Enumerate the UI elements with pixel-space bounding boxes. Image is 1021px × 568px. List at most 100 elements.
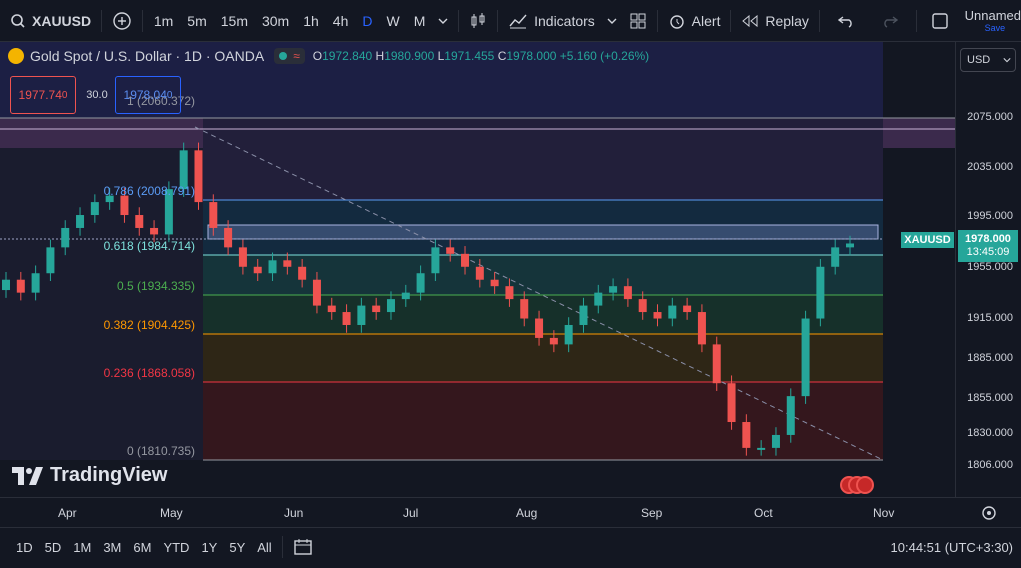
settings-button[interactable]	[980, 504, 998, 527]
interval-m[interactable]: M	[413, 12, 426, 29]
candle	[46, 247, 55, 274]
undo-button[interactable]	[824, 0, 868, 42]
candle	[505, 286, 514, 300]
candle	[327, 305, 336, 313]
price-tick: 2075.000	[967, 111, 1013, 123]
price-tick: 1806.000	[967, 459, 1013, 471]
chart-legend: Gold Spot / U.S. Dollar · 1D · OANDA ≈ O…	[8, 48, 649, 64]
time-tick: Aug	[516, 506, 538, 520]
divider	[656, 9, 658, 32]
candle	[150, 227, 159, 235]
buy-button[interactable]: 1978.04 0	[115, 76, 181, 114]
symbol-price-tag: XAUUSD	[901, 232, 954, 248]
indicators-label: Indicators	[534, 12, 595, 29]
layout-button[interactable]: Unnamed Save	[959, 0, 1021, 42]
candle	[771, 434, 780, 448]
us-flag-icon	[856, 476, 874, 494]
candle	[312, 279, 321, 306]
range-5y[interactable]: 5Y	[229, 539, 246, 555]
candle	[357, 305, 366, 325]
indicators-button[interactable]: Indicators	[502, 0, 601, 42]
trend-line	[194, 126, 884, 461]
range-1m[interactable]: 1M	[73, 539, 92, 555]
interval-4h[interactable]: 4h	[332, 12, 349, 29]
sell-button[interactable]: 1977.74 0	[10, 76, 76, 114]
fib-label: 0.382 (1904.425)	[103, 318, 195, 332]
economic-events[interactable]	[840, 476, 874, 494]
candle	[105, 195, 114, 203]
fib-label: 0.5 (1934.335)	[116, 279, 195, 293]
calendar-icon	[294, 539, 312, 555]
candle	[90, 202, 99, 216]
candle	[816, 266, 825, 319]
spread-value: 30.0	[86, 89, 108, 101]
goto-date-button[interactable]	[287, 526, 319, 568]
fib-label: 0.786 (2008.791)	[103, 184, 195, 198]
price-tick: 1915.000	[967, 312, 1013, 324]
fib-zone-top	[0, 42, 883, 118]
symbol-search[interactable]: XAUUSD	[0, 0, 97, 42]
range-1d[interactable]: 1D	[16, 539, 33, 555]
undo-icon	[837, 15, 852, 28]
candle	[268, 260, 277, 274]
alert-button[interactable]: Alert	[662, 0, 727, 42]
alarm-clock-icon	[669, 14, 684, 29]
interval-5m[interactable]: 5m	[187, 12, 207, 29]
divider	[281, 536, 283, 558]
candle	[490, 279, 499, 287]
replay-button[interactable]: Replay	[735, 0, 815, 42]
candle	[298, 266, 307, 280]
clock[interactable]: 10:44:51 (UTC+3:30)	[890, 539, 1013, 555]
price-tick: 2035.000	[967, 161, 1013, 173]
interval-d[interactable]: D	[362, 12, 373, 29]
chart-type-button[interactable]	[463, 0, 493, 42]
interval-1h[interactable]: 1h	[303, 12, 319, 29]
interval-dropdown[interactable]	[432, 0, 454, 42]
interval-w[interactable]: W	[386, 12, 400, 29]
range-5d[interactable]: 5D	[44, 539, 62, 555]
candle	[757, 447, 766, 450]
range-6m[interactable]: 6M	[133, 539, 152, 555]
indicators-dropdown[interactable]	[601, 0, 623, 42]
fib-label: 0.618 (1984.714)	[103, 239, 195, 253]
fib-label: 0.236 (1868.058)	[103, 366, 195, 380]
time-tick: Oct	[754, 506, 773, 520]
search-icon	[11, 13, 25, 28]
divider	[458, 9, 460, 32]
interval-30m[interactable]: 30m	[261, 12, 290, 29]
interval-15m[interactable]: 15m	[220, 12, 248, 29]
chart-canvas[interactable]	[0, 42, 955, 497]
price-tick: 1885.000	[967, 352, 1013, 364]
fullscreen-button[interactable]	[921, 0, 959, 42]
redo-button[interactable]	[868, 0, 912, 42]
range-3m[interactable]: 3M	[103, 539, 122, 555]
price-tick: 1830.000	[967, 427, 1013, 439]
candle	[120, 195, 129, 216]
interval-1m[interactable]: 1m	[153, 12, 174, 29]
price-axis[interactable]: USD 2075.000 2035.000 1995.000 1955.000 1915…	[955, 42, 1021, 497]
time-axis[interactable]: Apr May Jun Jul Aug Sep Oct Nov	[0, 497, 1021, 527]
candle	[653, 312, 662, 319]
compare-button[interactable]	[106, 0, 138, 42]
interval-group: 1m 5m 15m 30m 1h 4h D W M	[147, 0, 433, 42]
divider	[101, 9, 102, 32]
range-all[interactable]: All	[257, 539, 272, 555]
fib-zone	[203, 118, 883, 200]
square-icon	[931, 12, 948, 29]
grid-icon	[630, 13, 646, 28]
fib-zone	[203, 334, 883, 382]
templates-button[interactable]	[623, 0, 653, 42]
range-1y[interactable]: 1Y	[201, 539, 218, 555]
candle	[683, 305, 692, 313]
market-status[interactable]: ≈	[274, 48, 305, 64]
candle	[801, 318, 810, 397]
time-tick: Apr	[58, 506, 77, 520]
currency-select[interactable]: USD	[960, 48, 1016, 72]
range-ytd[interactable]: YTD	[163, 539, 190, 555]
ohlc-values: O1972.840 H1980.900 L1971.455 C1978.000 …	[312, 49, 650, 63]
chart-pane[interactable]: 1 (2060.372) 0.786 (2008.791) 0.618 (1984.…	[0, 42, 955, 497]
candle	[401, 292, 410, 300]
candle	[238, 247, 247, 267]
time-tick: May	[160, 506, 183, 520]
fib-zone	[203, 200, 883, 255]
